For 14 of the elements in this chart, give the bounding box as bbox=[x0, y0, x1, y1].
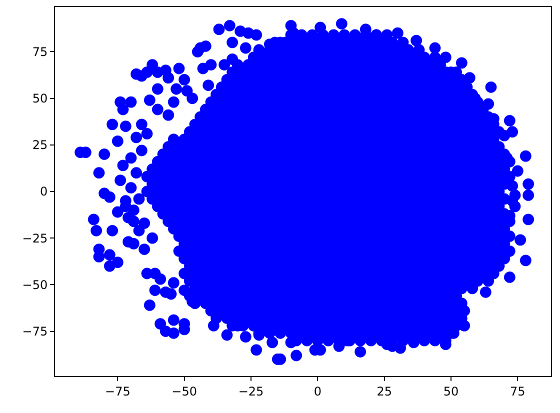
x-tick-label: −25 bbox=[238, 384, 264, 398]
x-tick-label: −50 bbox=[172, 384, 197, 398]
x-tick-label: −75 bbox=[105, 384, 130, 398]
y-tick-label: −50 bbox=[22, 278, 48, 292]
y-tick-label: −75 bbox=[22, 324, 48, 338]
x-tick-label: 50 bbox=[443, 384, 459, 398]
y-tick-label: 0 bbox=[40, 184, 48, 199]
y-tick-label: 75 bbox=[32, 44, 48, 59]
y-tick-label: 25 bbox=[32, 138, 48, 152]
y-tick-label: 50 bbox=[32, 92, 48, 106]
x-tick-label: 75 bbox=[510, 384, 526, 398]
y-tick-label: −25 bbox=[22, 231, 48, 246]
x-tick-label: 0 bbox=[314, 384, 322, 398]
x-tick-label: 25 bbox=[376, 384, 392, 398]
